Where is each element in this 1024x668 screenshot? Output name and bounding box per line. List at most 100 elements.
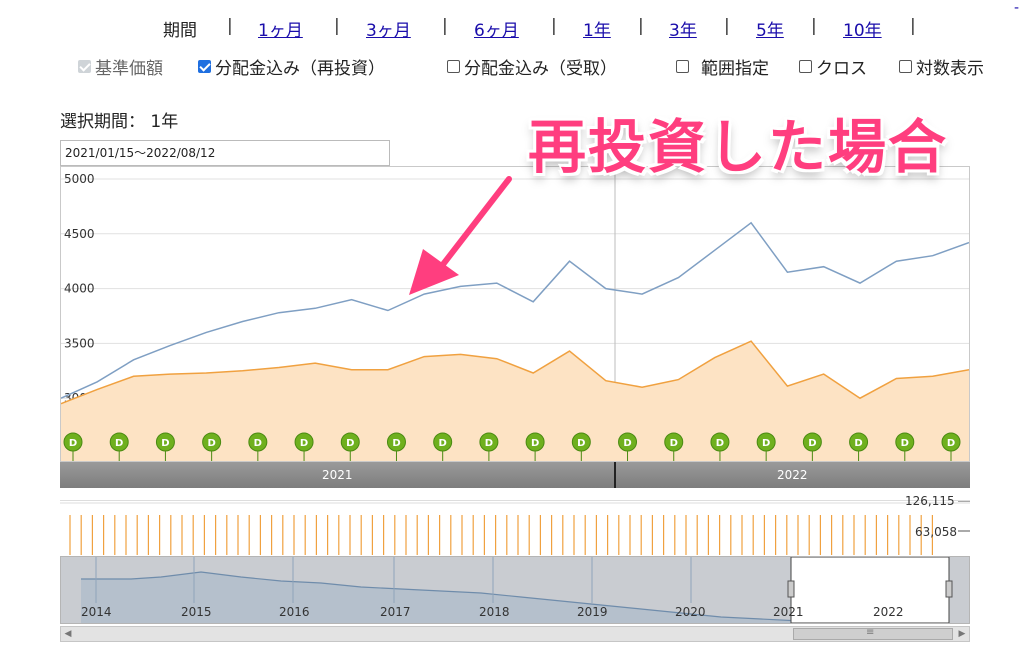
dividend-marker-label: D [69, 438, 77, 449]
checkbox-icon[interactable] [676, 60, 689, 73]
dividend-marker-label: D [207, 438, 215, 449]
dividend-marker-dot [895, 432, 915, 452]
period-link-6m[interactable]: 6ヶ月 [474, 21, 519, 41]
navigator-handle-right [945, 580, 953, 598]
option-label: 基準価額 [95, 59, 163, 79]
year-label-2021: 2021 [322, 468, 353, 482]
checkbox-icon[interactable] [799, 60, 812, 73]
checkbox-icon[interactable] [899, 60, 912, 73]
volume-chart-svg [60, 501, 970, 555]
year-band: 2021 2022 [60, 462, 970, 488]
grip-icon: ≡ [866, 627, 875, 638]
dividend-marker-label: D [254, 438, 262, 449]
price-chart[interactable]: 500045004000350030002500DDDDDDDDDDDDDDDD… [60, 166, 970, 462]
dividend-marker: D [340, 432, 360, 461]
dividend-marker-dot [525, 432, 545, 452]
option-label: 対数表示 [916, 59, 984, 79]
dividend-marker-label: D [531, 438, 539, 449]
year-label-2022: 2022 [777, 468, 808, 482]
scroll-left-icon[interactable]: ◀ [64, 629, 72, 639]
dividend-marker-dot [664, 432, 684, 452]
selected-period: 選択期間： 1年 [60, 112, 179, 132]
date-range-display: 2021/01/15〜2022/08/12 [60, 140, 390, 166]
dividend-marker: D [63, 432, 83, 461]
price-chart-svg: 500045004000350030002500DDDDDDDDDDDDDDDD… [61, 167, 969, 461]
dividend-marker-label: D [854, 438, 862, 449]
dividend-marker-label: D [901, 438, 909, 449]
period-link-3m[interactable]: 3ヶ月 [366, 21, 411, 41]
annotation-arrow-head [409, 249, 459, 295]
dividend-marker: D [710, 432, 730, 461]
dividend-marker-label: D [439, 438, 447, 449]
dividend-marker: D [155, 432, 175, 461]
dividend-marker-label: D [762, 438, 770, 449]
separator: | [551, 16, 557, 36]
dividend-marker: D [248, 432, 268, 461]
corner-link[interactable]: - [1014, 0, 1020, 16]
period-selector: 期間 | 1ヶ月 | 3ヶ月 | 6ヶ月 | 1年 | 3年 | 5年 | 10… [0, 14, 1024, 44]
dividend-marker-dot [479, 432, 499, 452]
nav-year-label: 2016 [279, 605, 310, 619]
option-label: 範囲指定 [701, 59, 769, 79]
range-navigator[interactable]: 2014 2015 2016 2017 2018 2019 2020 2021 … [60, 556, 970, 624]
scroll-thumb[interactable]: ≡ [793, 627, 953, 640]
dividend-marker-dot [63, 432, 83, 452]
separator: | [334, 16, 340, 36]
option-receive[interactable]: 分配金込み（受取） [447, 54, 617, 79]
annotation-callout: 再投資した場合 [528, 113, 949, 181]
dividend-marker-dot [618, 432, 638, 452]
separator: | [638, 16, 644, 36]
dividend-marker-label: D [577, 438, 585, 449]
navigator-area [81, 572, 946, 623]
period-link-10y[interactable]: 10年 [843, 21, 882, 41]
dividend-marker-dot [941, 432, 961, 452]
volume-mid-label: 63,058 [915, 525, 957, 539]
nav-year-label: 2014 [81, 605, 112, 619]
horizontal-scrollbar[interactable]: ◀ ≡ ▶ [60, 626, 970, 642]
dividend-marker-dot [386, 432, 406, 452]
option-range[interactable]: 範囲指定 [676, 54, 769, 79]
dividend-marker: D [756, 432, 776, 461]
option-cross[interactable]: クロス [799, 54, 867, 79]
series-line-nav [61, 340, 969, 405]
dividend-marker-dot [248, 432, 268, 452]
dividend-marker: D [433, 432, 453, 461]
dividend-marker: D [849, 432, 869, 461]
option-label: クロス [816, 59, 867, 79]
scroll-right-icon[interactable]: ▶ [958, 629, 966, 639]
dividend-marker-dot [802, 432, 822, 452]
period-link-1y[interactable]: 1年 [583, 21, 611, 41]
dividend-marker-dot [710, 432, 730, 452]
dividend-marker-dot [155, 432, 175, 452]
dividend-marker-label: D [346, 438, 354, 449]
period-link-1m[interactable]: 1ヶ月 [258, 21, 303, 41]
dividend-marker: D [664, 432, 684, 461]
checkbox-icon [78, 60, 91, 73]
nav-year-label: 2022 [873, 605, 904, 619]
dividend-marker: D [571, 432, 591, 461]
dividend-marker: D [618, 432, 638, 461]
period-label: 期間 [163, 21, 197, 41]
checkbox-icon[interactable] [447, 60, 460, 73]
dividend-marker-label: D [115, 438, 123, 449]
dividend-marker-label: D [392, 438, 400, 449]
dividend-marker: D [479, 432, 499, 461]
dividend-marker-label: D [670, 438, 678, 449]
period-link-3y[interactable]: 3年 [669, 21, 697, 41]
checkbox-icon[interactable] [198, 60, 211, 73]
nav-year-label: 2019 [577, 605, 608, 619]
dividend-marker-dot [294, 432, 314, 452]
navigator-selection [790, 557, 950, 623]
annotation-arrow-line [438, 176, 512, 270]
volume-max-label: 126,115 [905, 494, 955, 508]
option-base-price: 基準価額 [78, 54, 163, 79]
period-link-5y[interactable]: 5年 [756, 21, 784, 41]
y-tick-label: 4000 [64, 282, 95, 296]
navigator-handle-left [787, 580, 795, 598]
navigator-svg [81, 557, 953, 623]
option-reinvest[interactable]: 分配金込み（再投資） [198, 54, 385, 79]
y-tick-label: 5000 [64, 172, 95, 186]
option-log-scale[interactable]: 対数表示 [899, 54, 984, 79]
option-label: 分配金込み（受取） [464, 59, 617, 79]
dividend-marker: D [941, 432, 961, 461]
